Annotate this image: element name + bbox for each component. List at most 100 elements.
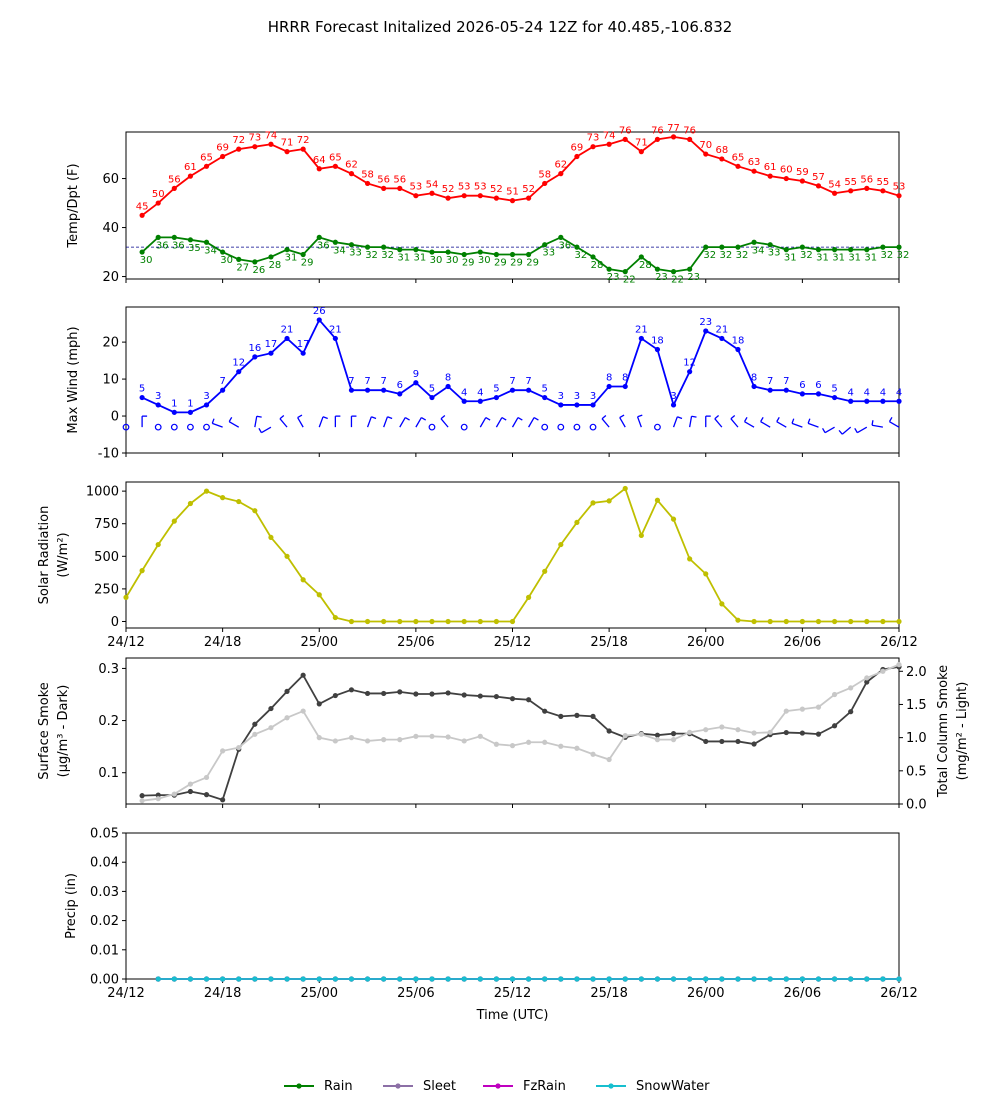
data-point [300, 708, 306, 714]
data-point [767, 618, 773, 625]
data-point [864, 675, 870, 681]
data-label: 73 [587, 133, 600, 144]
data-label: 59 [796, 167, 809, 178]
data-point [364, 690, 371, 697]
data-point [622, 733, 628, 739]
data-point [300, 577, 306, 583]
data-point [171, 518, 177, 524]
y-tick-label: 0.04 [90, 856, 119, 871]
data-point [139, 212, 145, 218]
data-point [719, 738, 725, 745]
data-point [397, 618, 403, 625]
x-tick-label: 24/18 [204, 986, 241, 1001]
data-label: 23 [655, 272, 668, 283]
x-tick-label: 25/18 [590, 986, 627, 1001]
data-point [606, 266, 612, 272]
data-point [364, 244, 371, 250]
data-point [493, 976, 499, 982]
y-tick-label: 0.05 [90, 827, 119, 842]
y-right-tick-label: 1.5 [906, 698, 927, 713]
wind-barb-staff [689, 416, 693, 428]
data-label: 36 [317, 240, 330, 251]
data-point [719, 156, 725, 162]
data-point [687, 369, 693, 375]
data-label: 32 [719, 250, 732, 261]
data-label: 61 [764, 162, 777, 173]
data-label: 50 [152, 189, 165, 200]
data-point [880, 618, 886, 625]
x-axis-label: Time (UTC) [476, 1008, 549, 1023]
data-point [236, 256, 242, 262]
data-label: 72 [297, 135, 310, 146]
data-point [864, 679, 870, 685]
wind-barb-calm [541, 423, 549, 431]
data-point [864, 247, 870, 253]
data-label: 71 [281, 138, 294, 149]
x-tick-label: 24/18 [204, 635, 241, 650]
data-label: 32 [736, 250, 749, 261]
data-label: 8 [445, 372, 451, 383]
data-point [316, 976, 322, 982]
data-point [590, 500, 596, 506]
data-label: 69 [571, 143, 584, 154]
data-point [896, 244, 902, 250]
y-right-axis-units: (mg/m² - Light) [955, 682, 970, 781]
data-label: 7 [364, 376, 370, 387]
wind-barb-flag [821, 427, 826, 433]
data-label: 5 [831, 384, 837, 395]
wind-barb-flag [297, 414, 303, 419]
data-point [236, 498, 242, 505]
wind-barb-staff [366, 416, 372, 428]
data-point [493, 251, 499, 258]
data-label: 31 [397, 253, 410, 264]
data-point [252, 508, 258, 514]
data-point [670, 134, 677, 140]
wind-barb-staff [824, 426, 835, 434]
data-point [203, 774, 210, 781]
data-point [187, 173, 194, 179]
y-axis-label: Precip (in) [64, 873, 79, 939]
data-point [139, 568, 145, 574]
data-point [687, 556, 693, 562]
data-label: 68 [715, 145, 728, 156]
data-point [284, 553, 290, 559]
data-point [558, 171, 564, 177]
data-point [187, 237, 194, 243]
y-tick-label: 750 [94, 517, 119, 532]
data-label: 8 [622, 372, 628, 383]
x-tick-label: 26/12 [880, 986, 917, 1001]
data-label: 31 [414, 253, 427, 264]
data-label: 54 [828, 179, 841, 190]
data-point [783, 387, 789, 393]
data-point [654, 266, 661, 272]
data-point [606, 383, 612, 390]
data-point [751, 741, 757, 747]
data-label: 29 [510, 258, 523, 269]
data-point [477, 618, 483, 625]
data-point [413, 733, 419, 739]
wind-barb-flag [677, 416, 683, 420]
data-point [155, 792, 161, 798]
data-point [751, 730, 757, 736]
data-point [364, 976, 371, 982]
data-label: 33 [542, 248, 555, 259]
data-point [332, 976, 338, 982]
plot-frame [125, 657, 900, 805]
data-point [332, 692, 338, 699]
wind-barb-calm [428, 423, 436, 431]
data-label: 7 [783, 376, 789, 387]
data-point [203, 239, 210, 245]
data-label: 55 [877, 177, 890, 188]
wind-barb-flag [807, 418, 811, 424]
y-tick-label: 0.00 [90, 973, 119, 988]
data-point [268, 705, 274, 712]
data-point [542, 976, 548, 982]
data-label: 58 [361, 169, 374, 180]
wind-barb-staff [791, 422, 803, 428]
data-point [864, 976, 870, 982]
data-point [429, 618, 435, 625]
data-point [397, 247, 403, 253]
data-point [348, 618, 355, 625]
